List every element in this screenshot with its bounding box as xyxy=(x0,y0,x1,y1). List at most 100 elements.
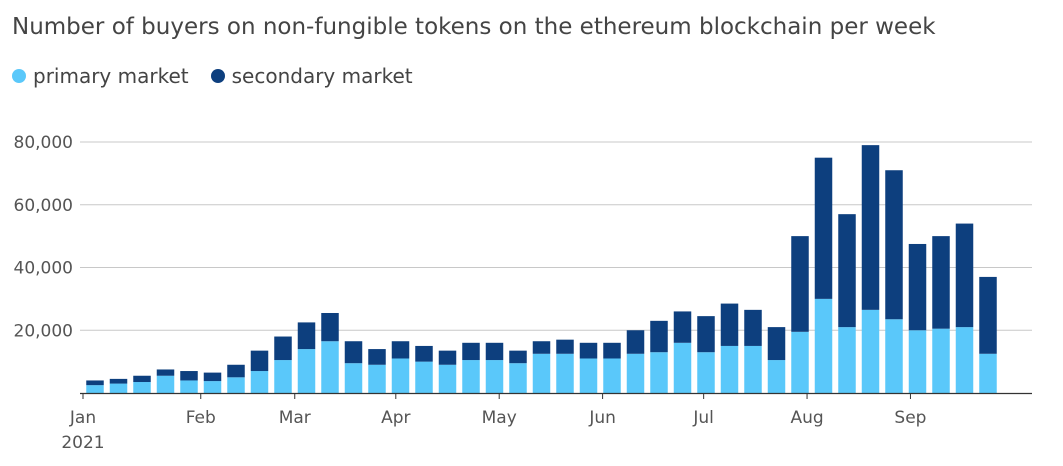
x-tick-label: May xyxy=(482,408,517,428)
bar-primary-market xyxy=(979,353,997,393)
bar-primary-market xyxy=(579,358,598,393)
bar-secondary-market xyxy=(274,336,292,361)
bar-primary-market xyxy=(203,381,222,393)
x-tick-label: Sep xyxy=(894,408,926,428)
bar-primary-market xyxy=(603,358,621,393)
bar-primary-market xyxy=(744,345,762,393)
bar-primary-market xyxy=(556,353,574,393)
bar-secondary-market xyxy=(626,330,645,354)
bar-secondary-market xyxy=(86,380,104,386)
bar-secondary-market xyxy=(838,214,856,328)
bar-primary-market xyxy=(391,358,410,393)
bar-primary-market xyxy=(532,353,551,393)
legend-dot-secondary xyxy=(210,69,225,83)
bar-primary-market xyxy=(368,364,386,393)
bar-primary-market xyxy=(814,298,833,393)
bar-secondary-market xyxy=(955,223,974,328)
bar-secondary-market xyxy=(673,311,692,343)
legend-item-primary-market: primary market xyxy=(12,64,189,88)
bar-primary-market xyxy=(274,360,292,393)
x-tick-label: Feb xyxy=(186,408,216,428)
bar-primary-market xyxy=(344,363,363,393)
x-tick-label: Apr xyxy=(381,408,410,428)
bar-primary-market xyxy=(791,331,809,393)
bar-primary-market xyxy=(673,342,692,393)
legend-label-primary: primary market xyxy=(33,64,189,88)
bar-secondary-market xyxy=(109,378,128,384)
bar-primary-market xyxy=(438,364,457,393)
bar-secondary-market xyxy=(180,371,198,381)
bar-secondary-market xyxy=(791,236,809,332)
y-tick-label: 60,000 xyxy=(14,196,73,216)
bar-primary-market xyxy=(485,360,504,393)
bar-primary-market xyxy=(767,360,786,393)
bar-secondary-market xyxy=(532,341,551,354)
bar-primary-market xyxy=(415,361,433,393)
bar-secondary-market xyxy=(203,372,222,382)
bar-primary-market xyxy=(462,360,480,393)
x-tick-label: Jul xyxy=(692,408,714,428)
bar-primary-market xyxy=(250,371,269,393)
bar-secondary-market xyxy=(509,350,527,364)
bar-primary-market xyxy=(838,327,856,393)
bar-secondary-market xyxy=(227,364,245,378)
bar-secondary-market xyxy=(156,369,175,376)
legend-label-secondary: secondary market xyxy=(231,64,413,88)
bar-primary-market xyxy=(626,353,645,393)
y-tick-label: 80,000 xyxy=(14,133,73,153)
bar-primary-market xyxy=(955,327,974,393)
bar-secondary-market xyxy=(250,350,269,372)
y-tick-label: 20,000 xyxy=(14,321,73,341)
bar-primary-market xyxy=(133,382,151,393)
bar-secondary-market xyxy=(462,342,480,361)
legend: primary market secondary market xyxy=(12,64,435,88)
bar-secondary-market xyxy=(485,342,504,361)
bar-primary-market xyxy=(321,341,339,393)
bar-secondary-market xyxy=(650,320,668,353)
bar-secondary-market xyxy=(603,342,621,359)
bar-primary-market xyxy=(908,330,927,393)
bar-secondary-market xyxy=(321,312,339,342)
bar-secondary-market xyxy=(415,345,433,362)
bar-primary-market xyxy=(156,375,175,393)
bar-secondary-market xyxy=(556,339,574,354)
legend-item-secondary-market: secondary market xyxy=(210,64,413,88)
bar-primary-market xyxy=(109,383,128,393)
x-tick-label: Jan xyxy=(69,408,96,428)
bar-secondary-market xyxy=(767,327,786,361)
x-tick-label: Jun xyxy=(588,408,616,428)
chart-title: Number of buyers on non-fungible tokens … xyxy=(12,14,936,40)
bar-secondary-market xyxy=(579,342,598,359)
bar-primary-market xyxy=(86,385,104,393)
bar-secondary-market xyxy=(368,349,386,365)
x-tick-label: Mar xyxy=(279,408,311,428)
y-tick-label: 40,000 xyxy=(14,259,73,279)
bar-secondary-market xyxy=(861,145,880,310)
bar-primary-market xyxy=(297,349,316,393)
bar-secondary-market xyxy=(744,309,762,346)
bar-secondary-market xyxy=(133,375,151,383)
bar-secondary-market xyxy=(814,157,833,299)
bar-secondary-market xyxy=(297,322,316,350)
bar-secondary-market xyxy=(438,350,457,365)
x-year-label: 2021 xyxy=(61,433,104,453)
bar-primary-market xyxy=(720,345,739,393)
bar-primary-market xyxy=(509,363,527,393)
bar-primary-market xyxy=(697,352,715,393)
legend-dot-primary xyxy=(12,69,26,83)
x-tick-label: Aug xyxy=(790,408,823,428)
bar-secondary-market xyxy=(720,303,739,346)
bar-secondary-market xyxy=(697,316,715,353)
bar-secondary-market xyxy=(344,341,363,364)
bar-secondary-market xyxy=(932,236,950,329)
bar-primary-market xyxy=(650,352,668,393)
bar-primary-market xyxy=(861,309,880,393)
bar-primary-market xyxy=(885,319,903,393)
bar-secondary-market xyxy=(885,170,903,320)
bar-primary-market xyxy=(180,380,198,393)
bar-secondary-market xyxy=(908,243,927,331)
bar-primary-market xyxy=(932,328,950,393)
bar-secondary-market xyxy=(391,341,410,359)
bar-primary-market xyxy=(227,377,245,393)
